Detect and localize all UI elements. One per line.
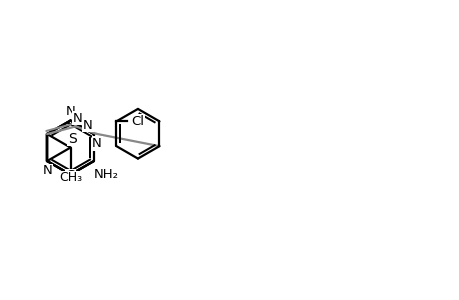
Text: N: N [83,119,93,132]
Text: S: S [68,132,77,146]
Text: N: N [66,105,75,118]
Text: N: N [42,164,52,177]
Text: CH₃: CH₃ [59,171,82,184]
Text: S: S [66,169,75,184]
Text: N: N [73,112,83,124]
Text: N: N [92,137,102,150]
Text: Cl: Cl [131,115,144,128]
Text: NH₂: NH₂ [94,168,118,181]
